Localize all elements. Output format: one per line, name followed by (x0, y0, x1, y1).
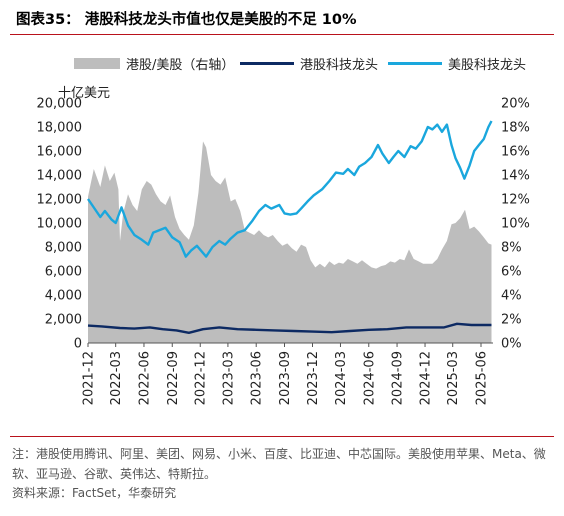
legend: 港股/美股（右轴） 港股科技龙头 美股科技龙头 (0, 54, 564, 76)
x-axis-tick-label: 2022-09 (166, 351, 181, 405)
us-tech-line-series (87, 120, 493, 258)
title-divider (10, 34, 554, 35)
legend-label-hk: 港股科技龙头 (300, 58, 379, 73)
left-axis-tick-label: 6,000 (45, 265, 82, 280)
left-axis-unit: 十亿美元 (58, 86, 111, 101)
left-axis-tick-label: 10,000 (37, 217, 83, 232)
left-axis-tick-label: 14,000 (37, 169, 83, 184)
axes-layer: 0 2,000 4,000 6,000 8,000 10,000 12,000 14,000 1… (37, 97, 530, 406)
legend-swatch-hk (240, 62, 294, 65)
legend-item-hk: 港股科技龙头 (240, 54, 378, 73)
right-axis-tick-label: 20% (501, 97, 530, 112)
x-axis-tick-label: 2024-09 (391, 351, 406, 405)
legend-label-area: 港股/美股（右轴） (126, 58, 235, 73)
right-axis-tick-label: 12% (501, 193, 530, 208)
left-axis-tick-label: 0 (74, 337, 82, 352)
left-axis-tick-label: 2,000 (45, 313, 82, 328)
chart-note: 注：港股使用腾讯、阿里、美团、网易、小米、百度、比亚迪、中芯国际。美股使用苹果、… (12, 447, 546, 481)
left-axis-tick-label: 8,000 (45, 241, 82, 256)
legend-swatch-us (388, 62, 442, 65)
right-axis-tick-label: 14% (501, 169, 530, 184)
x-axis-tick-label: 2024-12 (419, 351, 434, 405)
title-bar: 图表35： 港股科技龙头市值也仅是美股的不足 10% (0, 0, 564, 36)
area-layer (88, 141, 492, 343)
right-axis-tick-label: 4% (501, 289, 522, 304)
note-divider (10, 436, 554, 437)
right-axis-tick-label: 10% (501, 217, 530, 232)
right-axis-tick-label: 18% (501, 121, 530, 136)
x-axis-tick-label: 2021-12 (82, 351, 97, 405)
ratio-area-series (88, 141, 492, 343)
x-axis-tick-label: 2025-03 (446, 351, 461, 405)
x-axis-tick-label: 2025-06 (475, 351, 490, 405)
x-axis-tick-label: 2022-06 (137, 351, 152, 405)
right-axis-tick-label: 6% (501, 265, 522, 280)
right-axis-tick-label: 16% (501, 145, 530, 160)
left-axis-tick-label: 18,000 (37, 121, 83, 136)
x-axis-tick-label: 2022-03 (109, 351, 124, 405)
left-axis-tick-label: 4,000 (45, 289, 82, 304)
x-axis-tick-label: 2023-03 (221, 351, 236, 405)
left-axis-tick-label: 12,000 (37, 193, 83, 208)
legend-swatch-area (74, 58, 120, 69)
x-axis-tick-label: 2022-12 (194, 351, 209, 405)
chart-source: 资料来源：FactSet，华泰研究 (12, 486, 177, 500)
legend-item-area: 港股/美股（右轴） (74, 54, 234, 73)
legend-label-us: 美股科技龙头 (448, 58, 527, 73)
right-axis-tick-label: 0% (501, 337, 522, 352)
left-axis-tick-label: 20,000 (37, 97, 83, 112)
x-axis-tick-label: 2023-09 (278, 351, 293, 405)
lines-layer (87, 120, 493, 334)
chart-title: 图表35： 港股科技龙头市值也仅是美股的不足 10% (16, 12, 357, 28)
right-axis-tick-label: 2% (501, 313, 522, 328)
right-axis-tick-label: 8% (501, 241, 522, 256)
left-axis-tick-label: 16,000 (37, 145, 83, 160)
x-axis-tick-label: 2024-03 (334, 351, 349, 405)
x-axis-tick-label: 2023-06 (250, 351, 265, 405)
x-axis-tick-label: 2024-06 (362, 351, 377, 405)
hk-tech-line-series (87, 322, 492, 334)
legend-item-us: 美股科技龙头 (388, 54, 526, 73)
x-axis-tick-label: 2023-12 (306, 351, 321, 405)
